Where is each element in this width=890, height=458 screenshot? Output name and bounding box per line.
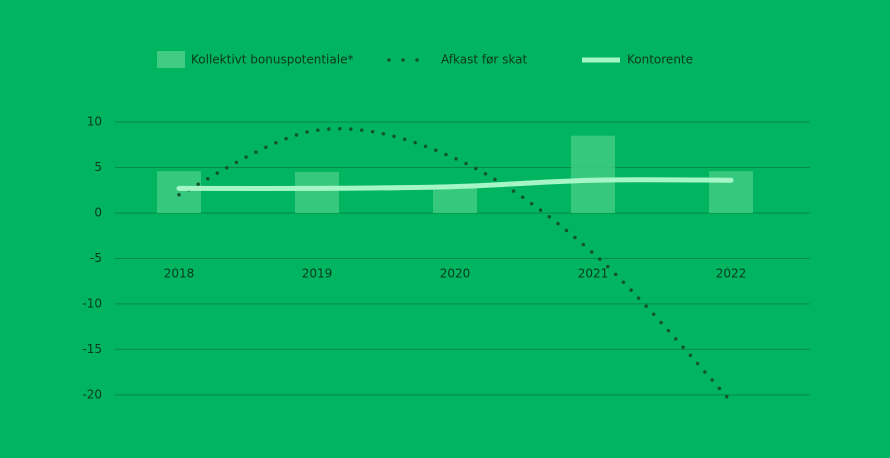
legend-label: Kontorente [627,53,693,67]
y-tick-label: 0 [94,205,102,219]
bar [157,171,201,213]
y-tick-label: -20 [82,387,102,401]
x-tick-label: 2021 [578,267,609,281]
bar [709,171,753,213]
legend-label: Afkast før skat [441,53,528,67]
x-tick-label: 2018 [164,267,195,281]
x-tick-label: 2020 [440,267,471,281]
line-series [176,177,734,192]
legend-label: Kollektivt bonuspotentiale* [191,53,353,67]
x-tick-label: 2022 [716,267,747,281]
x-tick-label: 2019 [302,267,333,281]
y-tick-label: -10 [82,296,102,310]
bar [571,135,615,213]
y-tick-label: 5 [94,160,102,174]
y-tick-label: -15 [82,342,102,356]
line-series [177,127,733,404]
bar [295,172,339,213]
legend-swatch [157,51,185,68]
y-tick-label: 10 [87,115,102,129]
y-tick-label: -5 [90,251,102,265]
